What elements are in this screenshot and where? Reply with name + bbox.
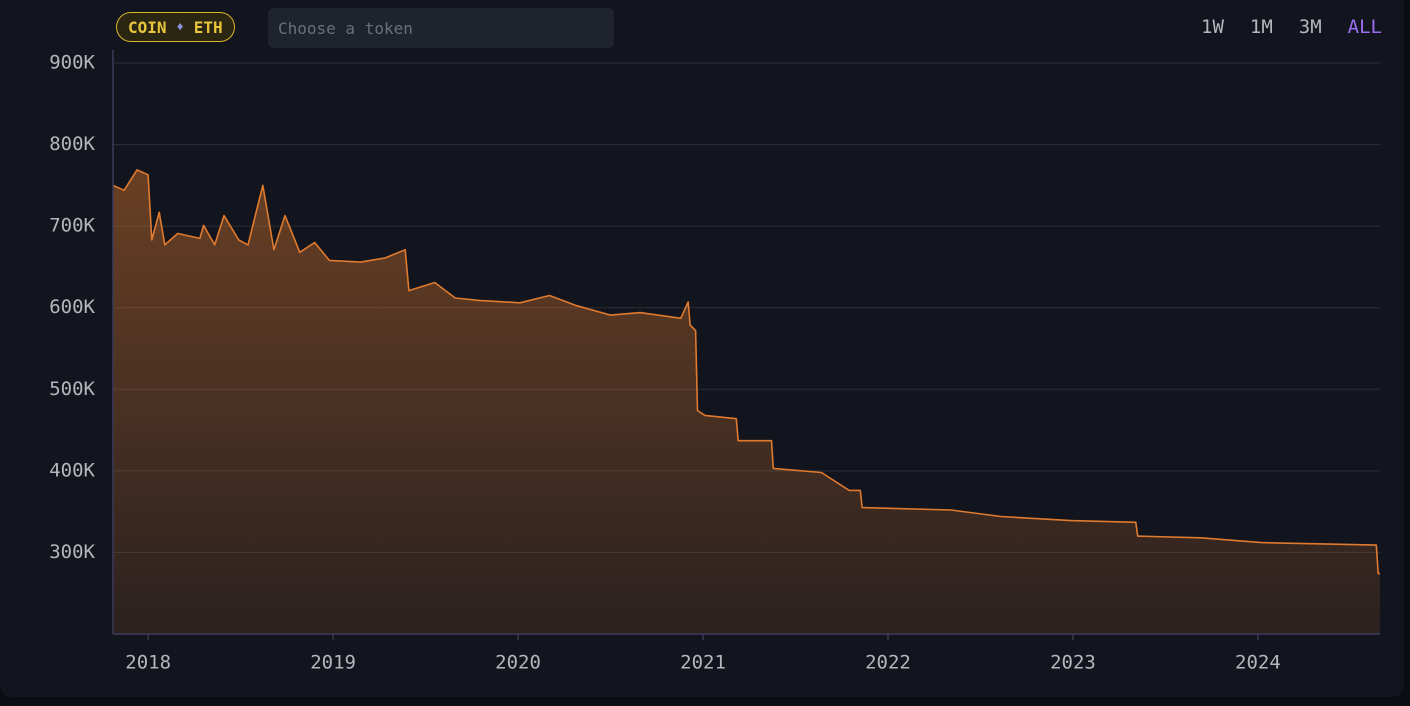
- pair-selector[interactable]: COIN ♦ ETH: [116, 12, 235, 42]
- y-tick-label: 600K: [49, 296, 95, 318]
- quote-token: ETH: [193, 17, 223, 37]
- x-tick-label: 2020: [495, 652, 541, 674]
- range-buttons: 1W 1M 3M ALL: [1201, 16, 1382, 38]
- area-fill: [113, 169, 1380, 634]
- x-tick-label: 2021: [680, 652, 726, 674]
- token-search[interactable]: Choose a token: [268, 8, 614, 48]
- range-button[interactable]: 1W: [1201, 16, 1224, 38]
- x-tick-label: 2024: [1235, 652, 1281, 674]
- y-tick-label: 300K: [49, 541, 95, 563]
- range-button[interactable]: 1M: [1249, 16, 1273, 38]
- y-tick-label: 500K: [49, 378, 95, 400]
- y-tick-label: 400K: [49, 459, 95, 481]
- placeholder: Choose a token: [278, 18, 413, 38]
- range-button[interactable]: ALL: [1347, 16, 1382, 38]
- x-tick-label: 2018: [125, 652, 171, 674]
- x-tick-label: 2023: [1050, 652, 1096, 674]
- y-tick-label: 900K: [49, 52, 95, 74]
- x-tick-label: 2019: [310, 652, 356, 674]
- base-token: COIN: [128, 17, 167, 37]
- x-tick-label: 2022: [865, 652, 911, 674]
- y-tick-label: 700K: [49, 215, 95, 237]
- series-line: [112, 169, 1380, 575]
- range-button[interactable]: 3M: [1298, 16, 1322, 38]
- eth-icon: ♦: [176, 20, 184, 34]
- y-tick-label: 800K: [49, 133, 95, 155]
